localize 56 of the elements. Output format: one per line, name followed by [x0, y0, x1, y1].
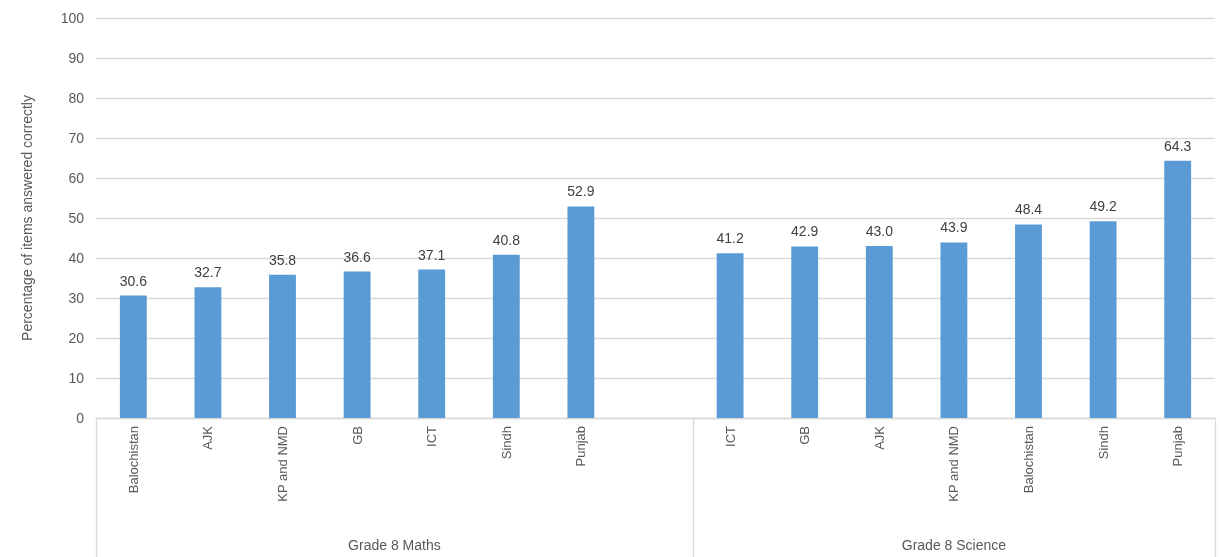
- data-label: 42.9: [791, 223, 819, 240]
- y-tick-label: 10: [68, 370, 85, 386]
- data-label: 30.6: [119, 272, 148, 289]
- x-tick-label: Sindh: [1095, 426, 1111, 460]
- data-label: 43.9: [940, 219, 968, 236]
- y-tick-label: 70: [68, 130, 85, 146]
- x-tick-label: Punjab: [573, 426, 589, 467]
- y-tick-label: 40: [68, 250, 85, 266]
- bar: [865, 246, 893, 418]
- y-tick-label: 90: [68, 50, 85, 66]
- x-tick-label: ICT: [722, 425, 738, 447]
- data-label: 41.2: [716, 230, 744, 247]
- y-tick-label: 20: [68, 330, 85, 346]
- y-tick-label: 0: [76, 410, 85, 426]
- x-tick-label: Sindh: [498, 426, 514, 460]
- bar: [492, 254, 520, 418]
- y-tick-label: 60: [68, 170, 85, 186]
- y-tick-label: 100: [60, 10, 85, 26]
- bar: [119, 295, 147, 418]
- data-label: 43.0: [865, 223, 894, 239]
- x-tick-label: GB: [797, 426, 813, 445]
- data-label: 52.9: [567, 183, 595, 200]
- x-tick-label: KP and NMD: [946, 426, 962, 502]
- x-tick-label: AJK: [871, 425, 887, 450]
- text: Grade 8 Maths: [348, 537, 441, 553]
- y-tick-label: 50: [68, 210, 85, 226]
- bar: [1015, 224, 1042, 418]
- bar: [1089, 221, 1117, 418]
- bar: [194, 287, 222, 418]
- y-tick-label: 30: [68, 290, 85, 306]
- data-label: 36.6: [343, 248, 371, 265]
- data-label: 49.2: [1089, 198, 1117, 215]
- x-tick-label: ICT: [424, 425, 440, 447]
- x-tick-label: Balochistan: [125, 426, 141, 494]
- text: Grade 8 Science: [901, 537, 1007, 553]
- data-label: 32.7: [194, 264, 222, 281]
- bar: [567, 206, 595, 418]
- bar: [1164, 160, 1192, 418]
- bar: [418, 269, 446, 418]
- data-label: 64.3: [1164, 137, 1192, 154]
- data-label: 35.8: [268, 251, 297, 268]
- x-tick-label: GB: [349, 426, 365, 445]
- bar: [269, 274, 296, 418]
- y-tick-label: 80: [68, 90, 85, 106]
- data-label: 48.4: [1014, 201, 1043, 218]
- y-axis-title: Percentage of items answered correctly: [19, 95, 35, 341]
- bar: [343, 271, 371, 418]
- x-tick-label: Punjab: [1170, 426, 1186, 467]
- bar: [716, 253, 744, 418]
- bar: [791, 246, 819, 418]
- data-label: 40.8: [492, 231, 521, 248]
- x-tick-label: KP and NMD: [275, 426, 290, 502]
- x-tick-label: Balochistan: [1021, 426, 1036, 494]
- x-tick-label: AJK: [200, 425, 216, 450]
- bar: [940, 242, 968, 418]
- data-label: 37.1: [418, 246, 446, 263]
